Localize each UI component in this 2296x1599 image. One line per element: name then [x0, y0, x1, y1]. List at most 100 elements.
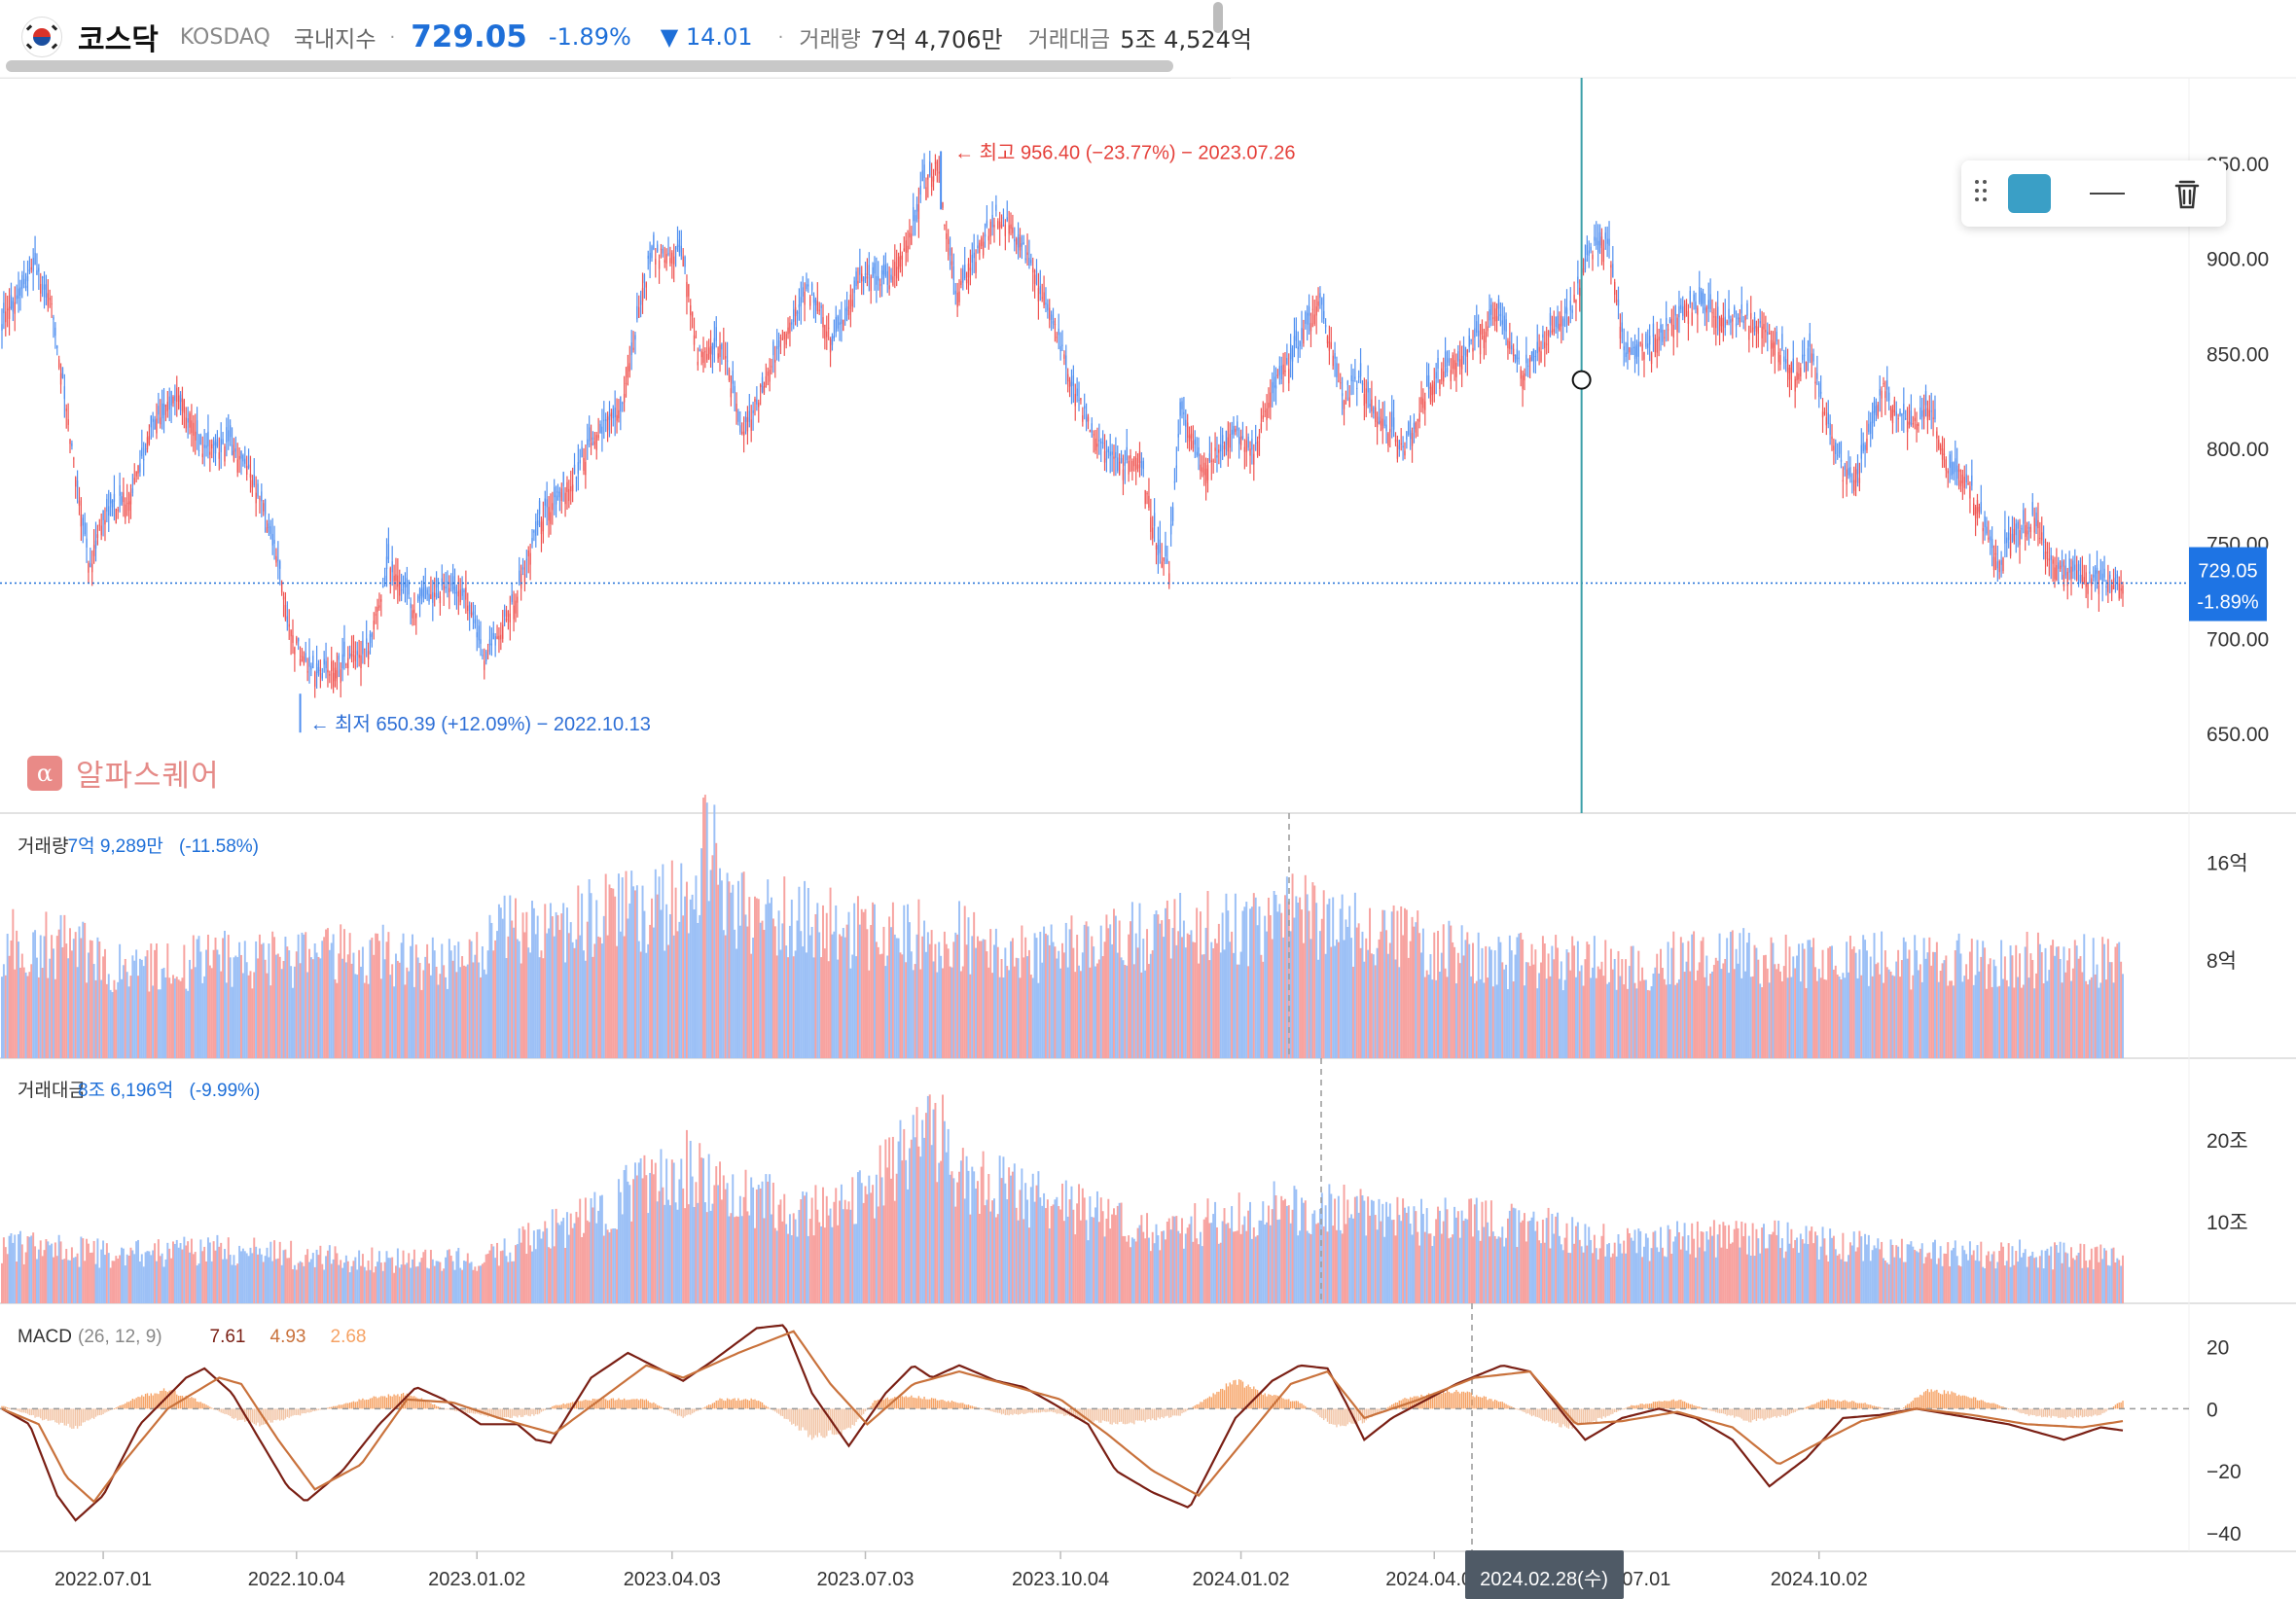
volume-bar — [1171, 928, 1174, 1058]
vertical-scrollbar[interactable] — [1213, 2, 1223, 33]
amount-bar — [606, 1229, 609, 1303]
volume-bar — [1283, 895, 1286, 1058]
amount-bar — [474, 1266, 477, 1303]
volume-bar — [137, 976, 140, 1058]
candle — [556, 490, 559, 493]
macd-hist-bar — [515, 1408, 517, 1417]
candle — [282, 596, 285, 600]
volume-bar — [1, 977, 3, 1058]
volume-bar — [1285, 876, 1288, 1058]
amount-bar — [1881, 1241, 1883, 1303]
amount-bar — [1429, 1233, 1432, 1303]
volume-bar — [346, 954, 349, 1058]
candle — [1559, 323, 1561, 331]
candle — [82, 517, 84, 526]
volume-bar — [1267, 897, 1270, 1058]
candle — [1328, 341, 1331, 351]
volume-bar — [1376, 947, 1379, 1058]
candle — [1555, 316, 1557, 328]
volume-bar — [1027, 949, 1030, 1058]
candle — [577, 462, 579, 475]
volume-bar — [993, 944, 995, 1058]
volume-bar — [1309, 939, 1312, 1058]
volume-bar — [1140, 972, 1143, 1058]
index-name[interactable]: 코스닥 — [78, 23, 159, 57]
volume-bar — [1103, 942, 1106, 1058]
amount-bar — [2108, 1265, 2111, 1303]
candle — [1716, 306, 1719, 319]
candle — [399, 582, 401, 596]
amount-bar — [1282, 1200, 1285, 1303]
macd-hist-bar — [45, 1408, 48, 1419]
candle — [246, 466, 248, 476]
volume-bar — [2083, 934, 2086, 1058]
volume-bar — [1672, 931, 1675, 1058]
candle — [1875, 406, 1878, 415]
macd-hist-bar — [71, 1408, 73, 1430]
macd-hist-bar — [597, 1399, 599, 1409]
amount-bar — [1924, 1257, 1927, 1303]
candle — [1627, 342, 1629, 354]
volume-bar — [1803, 948, 1806, 1058]
volume-bar — [1418, 933, 1421, 1058]
amount-bar — [886, 1167, 889, 1303]
candle — [1862, 443, 1864, 451]
volume-bar — [57, 929, 60, 1058]
candle — [65, 409, 67, 411]
candle — [960, 281, 962, 285]
amount-bar — [1111, 1214, 1114, 1303]
volume-bar — [540, 950, 543, 1058]
amount-bar — [1328, 1184, 1331, 1303]
amount-bar — [1906, 1244, 1909, 1303]
candle — [1596, 240, 1599, 253]
volume-bar — [1976, 940, 1979, 1058]
volume-bar — [212, 949, 215, 1058]
volume-bar — [914, 964, 916, 1058]
amount-bar — [1790, 1228, 1793, 1303]
volume-bar — [600, 943, 603, 1058]
candle — [1150, 516, 1152, 532]
candle — [1742, 320, 1744, 324]
amount-bar — [1578, 1239, 1581, 1303]
candle — [428, 593, 430, 602]
volume-bar — [391, 964, 394, 1058]
amount-bar — [1027, 1227, 1030, 1303]
amount-bar — [1832, 1235, 1835, 1303]
volume-bar — [1186, 933, 1189, 1058]
candle — [890, 274, 892, 280]
candle — [1744, 315, 1746, 321]
candle — [408, 581, 410, 595]
candle — [1947, 470, 1949, 474]
amount-bar — [1477, 1230, 1480, 1303]
horizontal-scrollbar[interactable] — [6, 60, 1173, 72]
volume-bar — [490, 922, 493, 1058]
volume-bar — [886, 955, 889, 1058]
volume-bar — [525, 911, 528, 1058]
macd-hist-bar — [566, 1403, 568, 1409]
candle — [1144, 490, 1146, 505]
candle — [1058, 328, 1059, 336]
amount-bar — [201, 1251, 204, 1303]
amount-bar — [1239, 1233, 1242, 1303]
volume-bar — [292, 987, 294, 1058]
candle — [876, 275, 878, 285]
macd-hist-bar — [156, 1393, 158, 1409]
volume-bar — [1313, 885, 1316, 1058]
volume-bar — [1658, 973, 1661, 1058]
volume-bar — [241, 973, 244, 1058]
candle — [1270, 392, 1272, 408]
volume-bar — [1264, 915, 1267, 1058]
amount-bar — [1720, 1247, 1723, 1303]
candle — [721, 343, 723, 350]
candle — [465, 587, 467, 600]
volume-bar — [1343, 940, 1345, 1058]
candle — [1346, 380, 1348, 385]
macd-legend-signal: 4.93 — [270, 1327, 306, 1347]
volume-bar — [39, 935, 42, 1058]
candle — [1494, 308, 1496, 322]
candle — [1391, 411, 1393, 427]
candle — [989, 221, 991, 237]
amount-bar — [890, 1178, 892, 1303]
amount-bar — [884, 1139, 887, 1303]
